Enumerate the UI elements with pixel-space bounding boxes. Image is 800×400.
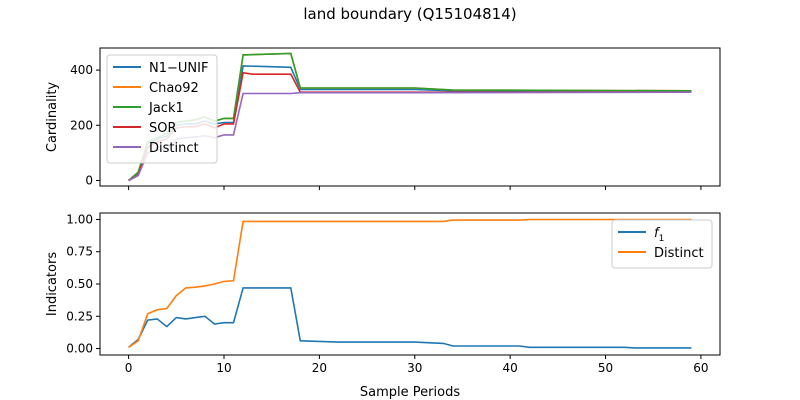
y-tick-label: 0.00 [66,342,93,356]
series-line-1 [128,218,692,348]
legend-label: Chao92 [149,81,199,96]
cardinality-chart: 0 200 400 Cardinality N1−UNIF Chao92 Jack1 SOR D… [45,47,721,190]
legend-label: Distinct [149,141,199,156]
legend: f1 Distinct [611,219,713,269]
y-axis-label: Cardinality [45,82,60,153]
legend-label: f1 [654,226,664,244]
y-tick-label: 0.50 [66,277,93,291]
y-axis-label: Indicators [45,252,60,316]
legend-label: SOR [149,121,177,136]
y-tick-label: 1.00 [66,212,93,226]
legend-label: Jack1 [148,101,184,116]
x-tick-label: 60 [693,361,708,375]
axes-frame [99,47,721,187]
y-tick-label: 200 [70,118,93,132]
y-tick-label: 0.75 [66,245,93,259]
x-tick-label: 10 [216,361,231,375]
series-line-0 [128,287,692,349]
y-tick-label: 0 [85,173,93,187]
x-axis-label: Sample Periods [360,385,460,400]
legend-label: Distinct [654,246,704,261]
legend-box [106,54,218,164]
x-tick-label: 30 [407,361,422,375]
x-tick-label: 50 [598,361,613,375]
figure-title: land boundary (Q15104814) [303,5,516,23]
x-tick-label: 0 [125,361,133,375]
y-tick-label: 0.25 [66,309,93,323]
x-tick-label: 40 [503,361,518,375]
x-tick-label: 20 [312,361,327,375]
legend-label: N1−UNIF [149,61,208,76]
y-tick-label: 400 [70,63,93,77]
indicators-chart: 0 10 20 30 40 50 60 0.00 0.25 0.50 0.75 1.00 Indicat… [45,212,721,375]
legend: N1−UNIF Chao92 Jack1 SOR Distinct [106,54,218,164]
